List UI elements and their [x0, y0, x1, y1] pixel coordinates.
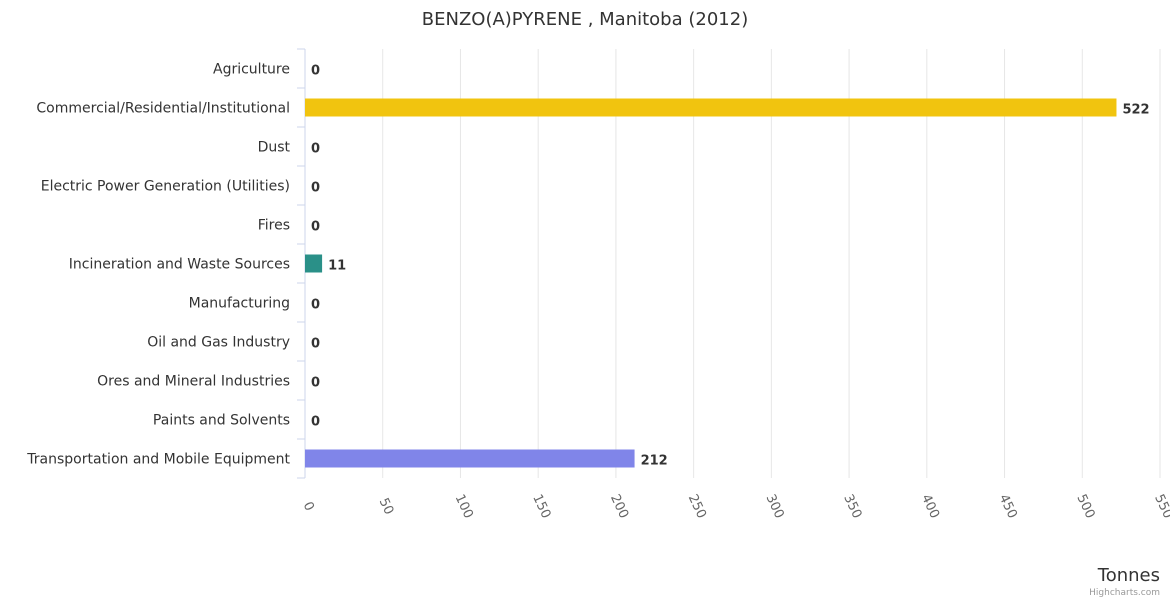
data-label: 0	[311, 142, 320, 157]
data-label: 212	[641, 454, 668, 469]
chart-title: BENZO(A)PYRENE , Manitoba (2012)	[422, 9, 748, 30]
grid-lines	[382, 49, 1161, 478]
data-label: 0	[311, 64, 320, 79]
category-label: Oil and Gas Industry	[147, 335, 290, 351]
category-label: Incineration and Waste Sources	[69, 257, 290, 273]
category-label: Fires	[258, 218, 290, 234]
x-axis-title: Tonnes	[1097, 565, 1160, 586]
data-label: 11	[328, 259, 346, 274]
x-tick-label: 150	[529, 492, 553, 521]
category-labels: Agriculture Commercial/Residential/Instit…	[26, 62, 290, 468]
x-tick-label: 450	[996, 492, 1020, 521]
data-label: 0	[311, 415, 320, 430]
category-label: Transportation and Mobile Equipment	[26, 452, 290, 468]
x-tick-label: 0	[300, 500, 317, 514]
data-label: 522	[1122, 103, 1149, 118]
category-label: Ores and Mineral Industries	[97, 374, 290, 390]
data-label: 0	[311, 181, 320, 196]
category-label: Manufacturing	[189, 296, 290, 312]
x-tick-label: 500	[1073, 492, 1097, 521]
data-label: 0	[311, 337, 320, 352]
bar[interactable]	[305, 254, 323, 273]
x-tick-label: 400	[918, 492, 942, 521]
bar[interactable]	[305, 98, 1117, 117]
data-label: 0	[311, 220, 320, 235]
category-label: Dust	[258, 140, 291, 156]
tick-labels: 0 50 100 150 200 250 300 350 400 450 500 550	[300, 492, 1170, 521]
data-label: 0	[311, 298, 320, 313]
x-tick-label: 350	[840, 492, 864, 521]
credits-link[interactable]: Highcharts.com	[1089, 588, 1160, 598]
bars	[305, 98, 1117, 468]
axes	[297, 48, 306, 479]
x-tick-label: 50	[376, 496, 397, 517]
x-tick-label: 250	[685, 492, 709, 521]
data-labels: 0 522 0 0 0 11 0 0 0 0 212	[311, 64, 1150, 469]
x-tick-label: 200	[607, 492, 631, 521]
data-label: 0	[311, 376, 320, 391]
category-label: Electric Power Generation (Utilities)	[41, 179, 290, 195]
x-tick-label: 550	[1151, 492, 1170, 521]
x-tick-label: 100	[452, 492, 476, 521]
category-label: Agriculture	[213, 62, 290, 78]
bar[interactable]	[305, 449, 635, 468]
x-tick-label: 300	[762, 492, 786, 521]
category-label: Commercial/Residential/Institutional	[36, 101, 290, 117]
category-label: Paints and Solvents	[153, 413, 290, 429]
